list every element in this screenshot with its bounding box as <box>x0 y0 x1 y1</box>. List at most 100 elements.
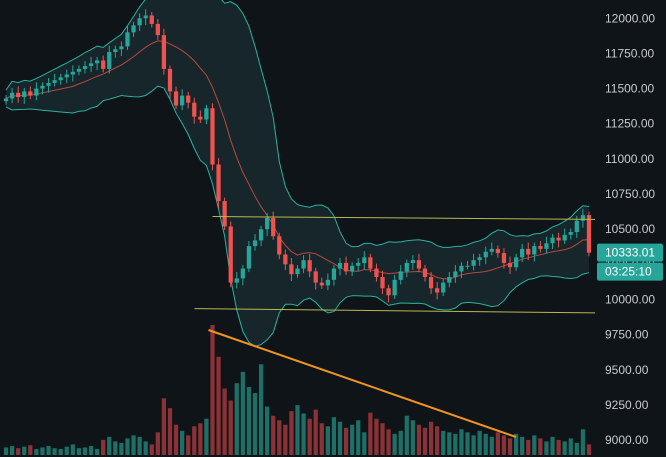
volume-bar <box>580 429 586 455</box>
volume-bar <box>246 386 252 455</box>
candle-body <box>228 226 233 283</box>
candle-body <box>82 66 88 69</box>
volume-trendline <box>208 329 517 438</box>
volume-bar <box>422 427 428 455</box>
candle-body <box>22 91 27 98</box>
volume-bar <box>544 441 549 455</box>
candle-body <box>265 217 270 230</box>
y-tick-label: 9250.00 <box>605 398 649 412</box>
candle-body <box>337 262 343 269</box>
candle-body <box>222 201 227 227</box>
candle-body <box>283 254 288 265</box>
candle-body <box>34 88 39 96</box>
candle-body <box>180 95 185 106</box>
volume-bar <box>210 325 215 455</box>
candle-body <box>435 288 440 293</box>
candle-body <box>556 237 561 241</box>
volume-bar <box>167 408 173 455</box>
volume-bar <box>234 383 239 455</box>
volume-bar <box>325 426 330 455</box>
y-tick-label: 10000.00 <box>605 293 655 307</box>
volume-bar <box>143 441 148 455</box>
volume-bar <box>9 445 15 455</box>
y-tick-label: 12000.00 <box>605 11 655 25</box>
candle-body <box>325 279 330 286</box>
volume-bar <box>495 432 501 455</box>
candle-body <box>483 251 488 258</box>
volume-bar <box>186 435 191 455</box>
candle-body <box>204 108 209 120</box>
candle-body <box>64 74 69 78</box>
candle-body <box>155 23 160 36</box>
candle-body <box>465 265 470 267</box>
candle-body <box>234 278 239 283</box>
candle-body <box>574 220 579 233</box>
candle-body <box>453 271 458 278</box>
volume-bar <box>428 421 434 455</box>
candle-body <box>216 164 221 202</box>
candle-body <box>392 279 397 296</box>
volume-bar <box>34 448 39 455</box>
candle-body <box>258 229 264 241</box>
volume-bar <box>228 400 233 455</box>
candle-body <box>532 246 537 255</box>
candle-body <box>380 277 385 289</box>
candle-body <box>137 18 142 26</box>
volume-bar <box>88 445 94 455</box>
moving-average-line <box>5 40 590 280</box>
volume-bar <box>82 447 88 455</box>
volume-bar <box>368 412 373 455</box>
candle-body <box>46 82 51 86</box>
candle-body <box>88 63 94 67</box>
volume-bar <box>526 439 531 455</box>
candle-body <box>422 268 428 278</box>
price-axis[interactable]: 12000.00 11750.00 11500.00 11250.00 11000.00… <box>595 0 666 457</box>
axis-background <box>595 0 666 457</box>
volume-bar <box>507 438 513 455</box>
volume-bar <box>538 438 543 455</box>
y-tick-label: 11750.00 <box>605 46 654 60</box>
y-tick-label: 9000.00 <box>605 433 649 447</box>
lower-band-line <box>5 85 590 347</box>
volume-bar <box>392 433 397 455</box>
volume-bar <box>574 442 579 455</box>
volume-bar <box>46 445 51 455</box>
candle-body <box>362 257 367 263</box>
volume-bar <box>453 433 458 455</box>
y-tick-label: 9500.00 <box>605 363 649 377</box>
volume-bar <box>307 418 312 455</box>
volume-bar <box>301 413 306 455</box>
volume-bar <box>337 421 343 455</box>
candle-body <box>513 257 519 268</box>
candle-body <box>404 262 409 272</box>
candle-body <box>550 237 555 244</box>
candle-body <box>495 248 501 254</box>
y-tick-label: 11500.00 <box>605 82 654 96</box>
volume-bar <box>447 432 452 455</box>
timer-badge <box>597 262 663 281</box>
volume-bar <box>489 436 494 455</box>
volume-bar <box>410 420 415 455</box>
candle-body <box>313 271 318 283</box>
candle-body <box>295 268 300 275</box>
candle-body <box>101 60 106 69</box>
candle-layer <box>3 9 592 303</box>
candle-body <box>131 25 136 33</box>
candle-body <box>343 262 349 272</box>
volume-bar <box>283 424 288 455</box>
volume-bar <box>562 441 567 455</box>
candle-body <box>161 35 167 69</box>
candle-body <box>428 277 434 289</box>
volume-bar <box>58 448 63 455</box>
candle-body <box>489 248 494 252</box>
volume-layer <box>3 325 592 455</box>
volume-bar <box>16 448 21 455</box>
candle-body <box>186 95 191 103</box>
volume-bar <box>204 418 209 455</box>
volume-bar <box>22 446 27 455</box>
candle-body <box>210 108 215 165</box>
volume-bar <box>441 430 446 455</box>
volume-bar <box>149 444 154 455</box>
